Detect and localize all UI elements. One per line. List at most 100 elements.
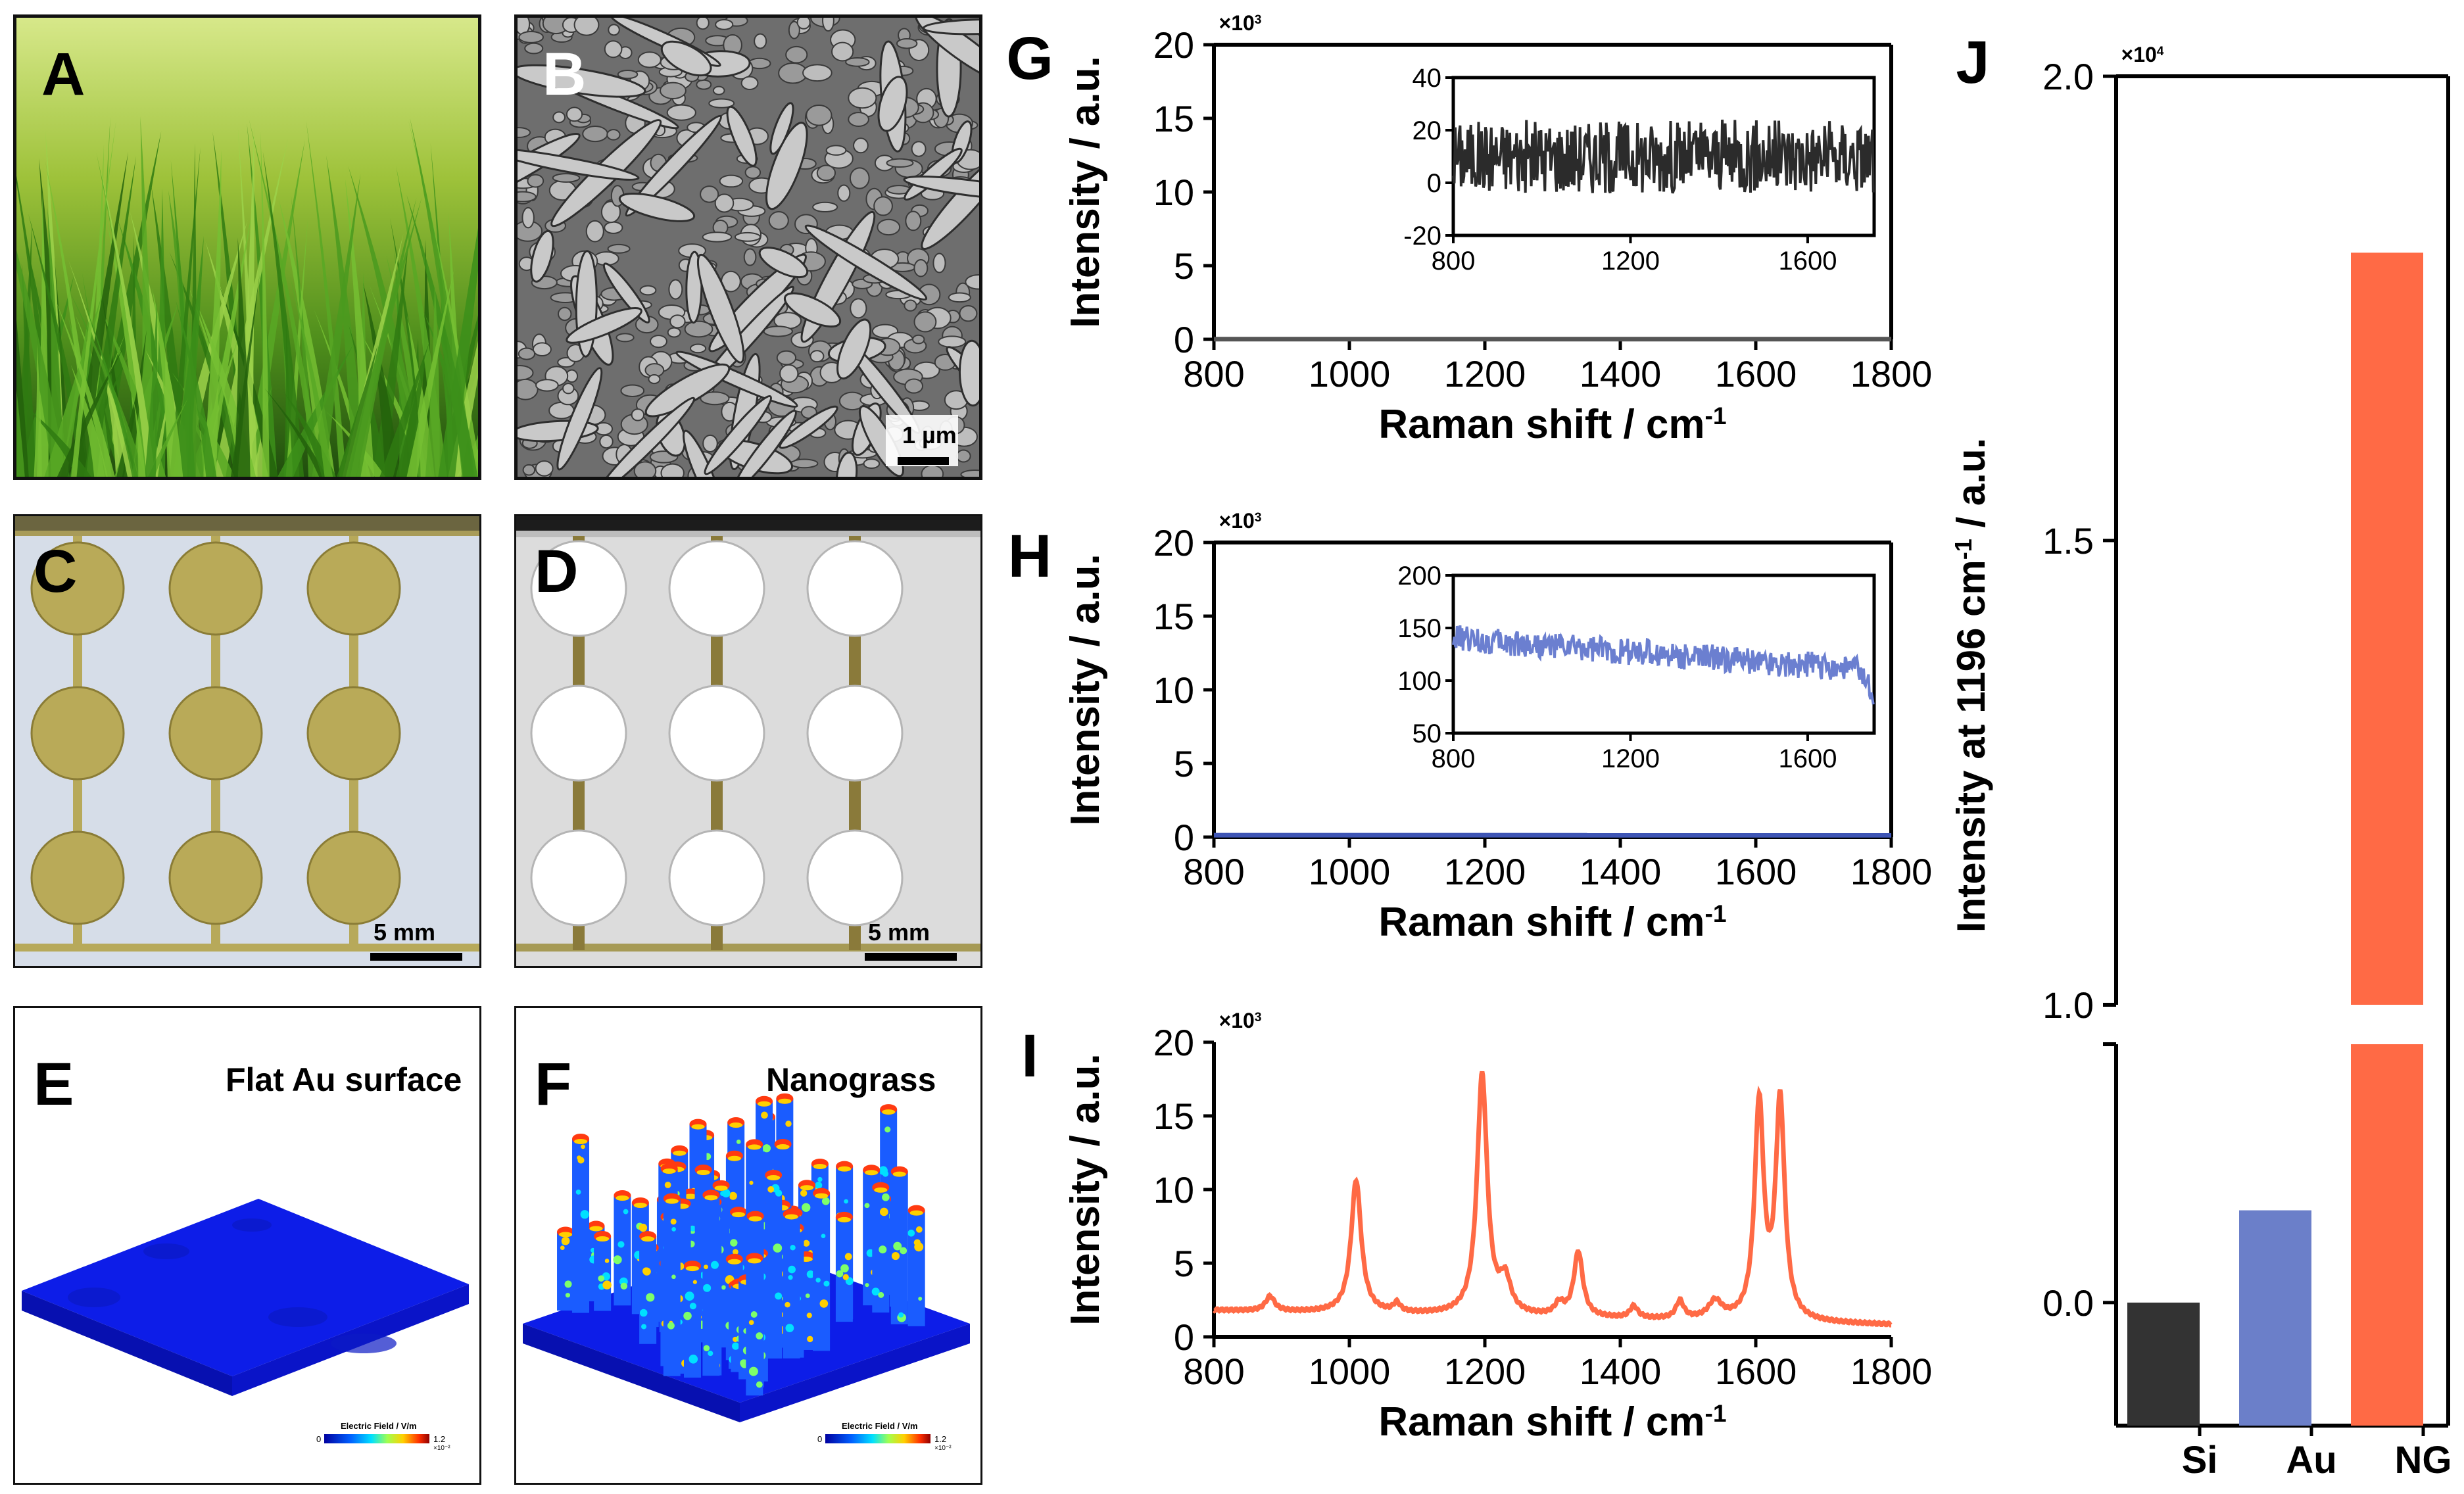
hotspot — [844, 1199, 848, 1204]
hotspot — [864, 1203, 870, 1209]
hotspot — [878, 1291, 884, 1298]
white-pad — [806, 829, 904, 927]
colorbar-e-min: 0 — [316, 1434, 322, 1444]
sem-rod — [804, 224, 928, 301]
gold-pad — [30, 686, 125, 781]
sem-grain — [633, 461, 657, 477]
sem-grain — [812, 201, 838, 213]
axis-multiplier: ×103 — [1219, 509, 1262, 533]
pillar-tip-glow — [865, 1170, 879, 1176]
hotspot — [732, 1249, 738, 1255]
y-tick-label: 20 — [1153, 522, 1194, 564]
colorbar-e — [324, 1434, 429, 1443]
inset-x-tick-label: 800 — [1432, 247, 1476, 276]
hotspot — [704, 1265, 708, 1270]
hotspot — [564, 1280, 572, 1288]
panel-label-i: I — [1021, 1023, 1038, 1090]
sem-grain — [959, 304, 978, 322]
sem-grain — [585, 220, 604, 243]
sem-grain — [873, 196, 893, 216]
bar-au — [2239, 1210, 2311, 1426]
pillar-tip-glow — [714, 1185, 728, 1191]
hotspot — [613, 1255, 622, 1265]
bar-ng-upper — [2351, 253, 2423, 1005]
sem-rod — [675, 350, 798, 408]
sem-grain — [743, 248, 757, 266]
sem-grain — [532, 342, 552, 357]
grass-blade — [244, 139, 305, 477]
y-tick-label: 1.5 — [2042, 520, 2094, 562]
pillar-tip-glow — [662, 1169, 676, 1174]
bar-ng-lower — [2351, 1044, 2423, 1426]
grass-blade — [173, 235, 204, 477]
gold-pad — [306, 686, 401, 781]
grass-blade — [283, 312, 291, 477]
pillar-tip-glow — [838, 1166, 852, 1172]
pillar-tip-glow — [727, 1259, 741, 1265]
sem-rod — [733, 410, 797, 477]
sem-grain — [904, 378, 924, 394]
axis-multiplier: ×104 — [2121, 43, 2164, 66]
inset-x-tick-label: 1200 — [1601, 744, 1660, 773]
hotspot — [802, 1203, 811, 1212]
x-tick-label: 1800 — [1850, 1351, 1933, 1392]
sem-grain — [734, 231, 761, 242]
hotspot — [721, 1285, 726, 1290]
pillar-tip-glow — [882, 1109, 896, 1115]
sem-grain — [932, 253, 946, 274]
flat-au-render — [15, 1008, 479, 1483]
pillar-tip-glow — [596, 1236, 610, 1242]
hotspot — [575, 1189, 581, 1195]
y-axis-label: Intensity at 1196 cm-1 / a.u. — [1949, 438, 1993, 932]
panel-label-f: F — [535, 1051, 572, 1118]
grass-blade — [99, 162, 156, 477]
sem-grain — [524, 42, 544, 55]
hotspot — [604, 1259, 610, 1263]
sem-grain — [689, 343, 707, 354]
sem-grain — [806, 105, 833, 126]
grass-blade — [74, 362, 126, 477]
sem-grain — [604, 221, 623, 234]
hotspot — [891, 1252, 900, 1261]
hotspot — [775, 1292, 783, 1300]
panel-b-sem-image: B 1 µm — [514, 14, 982, 480]
sem-grain — [849, 167, 870, 189]
inset-y-tick-label: 150 — [1397, 614, 1441, 643]
hotspot — [710, 1261, 719, 1269]
y-tick-label: 0 — [1174, 1316, 1194, 1358]
x-tick-label: 1600 — [1715, 353, 1797, 395]
gold-pad — [168, 831, 263, 925]
y-tick-label: 15 — [1153, 98, 1194, 139]
hotspot — [692, 1280, 697, 1284]
sem-grain — [518, 378, 539, 400]
white-pad — [806, 685, 904, 782]
pillar-tip-glow — [633, 1203, 647, 1209]
hotspot — [581, 1144, 585, 1149]
hotspot — [730, 1239, 738, 1247]
hotspot — [688, 1355, 698, 1364]
sem-grain — [521, 206, 535, 229]
panel-label-g: G — [1006, 25, 1053, 92]
hotspot — [785, 1301, 790, 1308]
hotspot — [565, 1293, 571, 1298]
x-axis-label: Raman shift / cm-1 — [1378, 900, 1726, 945]
sem-grain — [518, 347, 536, 360]
sem-grain — [650, 335, 667, 349]
grass-blade — [34, 343, 42, 477]
sem-grain — [648, 374, 661, 385]
pillar-tip-glow — [665, 1198, 679, 1204]
sem-grain — [607, 243, 631, 254]
x-tick-label: 1200 — [1444, 851, 1526, 892]
sem-rod — [835, 451, 858, 477]
y-tick-label: 10 — [1153, 172, 1194, 213]
sem-image — [518, 18, 979, 477]
sem-grain — [955, 449, 971, 463]
grass-blade — [152, 287, 183, 477]
sem-grain — [666, 104, 696, 121]
hotspot — [840, 1264, 849, 1273]
x-tick-label: 1400 — [1580, 1351, 1662, 1392]
y-tick-label: 2.0 — [2042, 56, 2094, 97]
pillar-tip-glow — [837, 1217, 851, 1222]
x-tick-label: 1600 — [1715, 1351, 1797, 1392]
nanograss-chip-image — [516, 516, 980, 966]
